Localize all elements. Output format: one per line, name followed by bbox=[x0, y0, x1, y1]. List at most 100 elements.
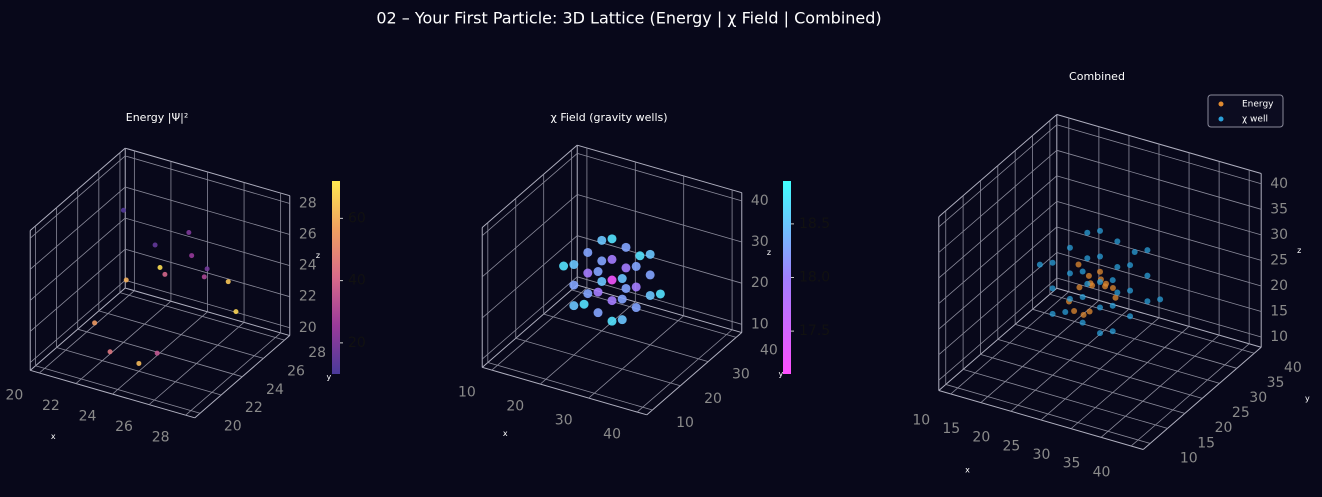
data-point bbox=[123, 277, 129, 283]
grid-line bbox=[56, 347, 222, 396]
figure-title: 02 – Your First Particle: 3D Lattice (En… bbox=[376, 9, 881, 28]
data-point bbox=[607, 275, 617, 285]
pane-edge bbox=[481, 144, 578, 228]
grid-line bbox=[125, 279, 290, 329]
x-tick-label: 40 bbox=[1093, 464, 1111, 480]
legend-label: χ well bbox=[1242, 115, 1268, 125]
data-point bbox=[204, 266, 210, 272]
data-point bbox=[593, 287, 603, 297]
data-point bbox=[201, 274, 207, 280]
data-point bbox=[1089, 282, 1096, 289]
z-axis-label: z bbox=[1297, 246, 1301, 255]
grid-line bbox=[636, 329, 733, 413]
z-tick-label: 20 bbox=[1270, 278, 1288, 294]
data-point bbox=[1114, 289, 1121, 296]
grid-line bbox=[938, 175, 1058, 279]
z-tick-label: 10 bbox=[751, 316, 769, 332]
x-tick-label: 10 bbox=[912, 412, 930, 428]
x-tick-label: 26 bbox=[115, 419, 133, 435]
y-tick-label: 28 bbox=[308, 345, 326, 361]
data-point bbox=[569, 260, 579, 270]
y-tick-label: 40 bbox=[760, 343, 778, 359]
grid-line bbox=[29, 248, 126, 332]
y-tick-label: 24 bbox=[266, 382, 284, 398]
data-point bbox=[593, 308, 603, 318]
pane-edge bbox=[1142, 346, 1262, 450]
y-tick-label: 35 bbox=[1267, 375, 1285, 391]
grid-line bbox=[997, 338, 1203, 399]
pane-edge bbox=[481, 284, 578, 368]
data-point bbox=[559, 261, 569, 271]
grid-line bbox=[938, 277, 1058, 381]
legend-marker bbox=[1218, 101, 1224, 107]
y-tick-label: 20 bbox=[1215, 420, 1233, 436]
data-point bbox=[136, 360, 142, 366]
z-tick-label: 26 bbox=[299, 227, 317, 243]
y-tick-label: 26 bbox=[287, 364, 305, 380]
data-point bbox=[189, 253, 195, 259]
grid-line bbox=[938, 252, 1058, 355]
data-point bbox=[621, 242, 631, 252]
grid-line bbox=[1056, 252, 1262, 312]
z-tick-label: 35 bbox=[1270, 201, 1288, 217]
grid-line bbox=[1032, 308, 1238, 369]
grid-line bbox=[29, 186, 126, 270]
data-point bbox=[1109, 302, 1116, 309]
x-tick-label: 30 bbox=[555, 413, 573, 429]
z-tick-label: 25 bbox=[1270, 252, 1288, 268]
z-axis-label: z bbox=[767, 248, 771, 257]
y-tick-label: 30 bbox=[732, 367, 750, 383]
data-point bbox=[1127, 313, 1134, 320]
pane-edge bbox=[577, 144, 742, 194]
data-point bbox=[617, 315, 627, 325]
data-point bbox=[655, 289, 665, 299]
grid-line bbox=[1049, 293, 1255, 354]
data-point bbox=[1079, 294, 1086, 301]
data-point bbox=[583, 289, 593, 299]
grid-line bbox=[125, 186, 290, 235]
data-point bbox=[1144, 298, 1151, 305]
data-point bbox=[1097, 330, 1103, 337]
x-tick-label: 24 bbox=[79, 409, 97, 425]
grid-line bbox=[577, 194, 742, 243]
x-tick-label: 30 bbox=[1033, 447, 1051, 463]
grid-line bbox=[125, 248, 290, 298]
panel-title: χ Field (gravity wells) bbox=[550, 111, 667, 124]
x-tick-label: 20 bbox=[972, 430, 990, 446]
data-point bbox=[107, 349, 113, 355]
data-point bbox=[1066, 295, 1073, 302]
colorbar-tick-label: 18.0 bbox=[799, 270, 830, 286]
z-tick-label: 10 bbox=[1270, 329, 1288, 345]
grid-line bbox=[77, 328, 243, 378]
data-point bbox=[1066, 244, 1073, 251]
data-point bbox=[569, 301, 579, 311]
data-point bbox=[583, 247, 593, 257]
y-tick-label: 10 bbox=[1180, 450, 1198, 466]
x-tick-label: 28 bbox=[152, 430, 170, 446]
data-point bbox=[583, 268, 593, 278]
grid-line bbox=[1056, 226, 1262, 287]
grid-line bbox=[125, 217, 290, 266]
data-point bbox=[645, 249, 655, 259]
grid-line bbox=[945, 384, 1151, 444]
data-point bbox=[1075, 261, 1082, 268]
data-point bbox=[597, 276, 607, 286]
data-point bbox=[1097, 253, 1103, 260]
y-tick-label: 22 bbox=[245, 400, 263, 416]
data-point bbox=[593, 267, 603, 277]
z-tick-label: 24 bbox=[299, 258, 317, 274]
data-point bbox=[1127, 262, 1134, 269]
colorbar-tick-label: 20 bbox=[348, 335, 366, 351]
data-point bbox=[631, 282, 641, 292]
grid-line bbox=[938, 201, 1058, 304]
y-tick-label: 25 bbox=[1232, 405, 1250, 421]
data-point bbox=[1109, 328, 1116, 335]
z-tick-label: 20 bbox=[751, 275, 769, 291]
z-tick-label: 30 bbox=[751, 234, 769, 250]
y-axis-label: y bbox=[1305, 394, 1310, 403]
grid-line bbox=[491, 287, 588, 371]
data-point bbox=[1157, 296, 1164, 303]
data-point bbox=[1097, 227, 1103, 234]
data-point bbox=[617, 294, 627, 304]
y-tick-label: 20 bbox=[224, 418, 242, 434]
